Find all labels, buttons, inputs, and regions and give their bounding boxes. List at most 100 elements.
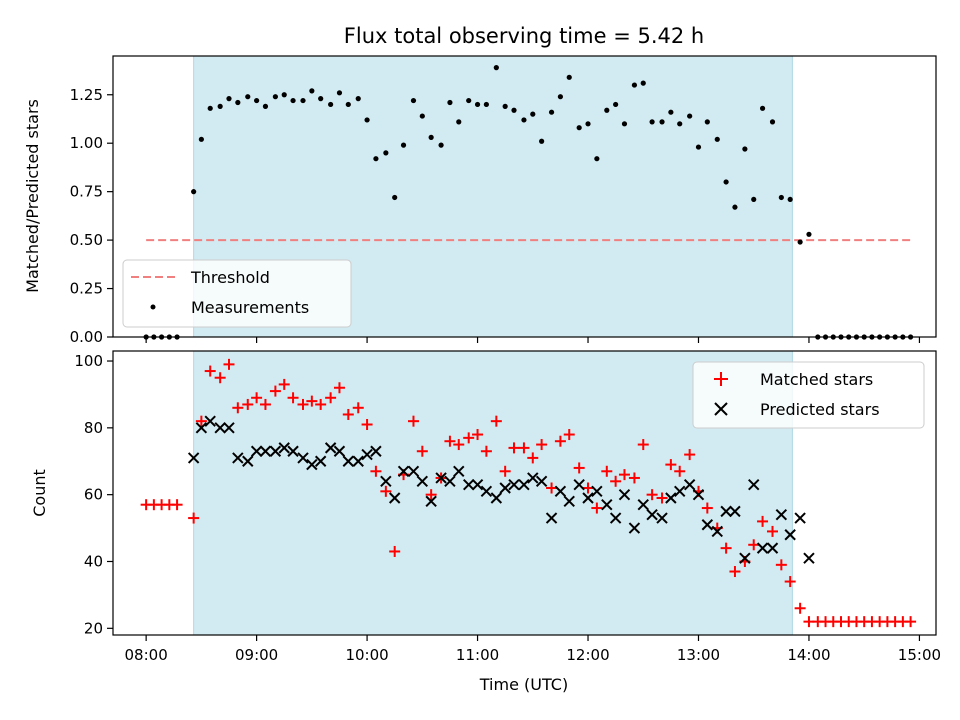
measurement-point: [530, 111, 536, 117]
matched-stars-point: [407, 415, 419, 427]
predicted-stars-point-b: [435, 472, 447, 484]
matched-stars-point: [325, 392, 337, 404]
matched-stars-point: [444, 435, 456, 447]
count-y-axis-label: Count: [30, 469, 49, 517]
predicted-stars-point: [665, 492, 677, 504]
matched-stars-point: [315, 398, 327, 410]
measurement-point: [300, 97, 306, 104]
predicted-stars-point: [545, 512, 558, 524]
predicted-stars-point-b: [508, 478, 520, 491]
measurement-point: [428, 134, 434, 140]
count-panel: 20 40 60 80 100 08:00 09:00 10:00 11:00 12:00 13:…: [30, 350, 941, 694]
matched-stars-point: [665, 459, 677, 471]
ratio-y-tick-label: 0.25: [70, 280, 103, 298]
measurement-point: [198, 136, 204, 142]
predicted-stars-point-b: [775, 509, 788, 521]
matched-stars-point: [416, 445, 428, 457]
count-y-tick-label: 20: [84, 619, 103, 637]
predicted-stars-point: [637, 498, 649, 511]
x-tick-label: 09:00: [235, 646, 278, 664]
predicted-stars-point-b: [242, 455, 254, 467]
measurement-point: [649, 119, 655, 125]
measurement-point: [659, 119, 665, 125]
predicted-stars-point-b: [342, 455, 355, 467]
matched-stars-point: [582, 482, 594, 494]
predicted-stars-point-b: [527, 472, 539, 484]
matched-stars-point: [370, 465, 382, 477]
predicted-stars-point-b: [784, 529, 796, 541]
predicted-stars-point-b: [518, 478, 530, 491]
count-panel-frame: [112, 350, 937, 636]
predicted-stars-point-b: [656, 512, 668, 524]
predicted-stars-point: [803, 552, 815, 564]
matched-stars-point: [905, 616, 917, 628]
predicted-stars-point: [499, 482, 511, 494]
measurement-point: [474, 101, 481, 108]
predicted-stars-point-b: [711, 525, 723, 538]
predicted-stars-point: [242, 455, 254, 467]
measurement-point: [704, 119, 710, 125]
measurement-point: [383, 150, 389, 156]
measurement-point: [191, 189, 197, 195]
measurement-point: [723, 179, 729, 185]
matched-stars-point: [518, 442, 530, 454]
measurement-point: [687, 113, 693, 119]
predicted-stars-point-b: [480, 485, 493, 498]
predicted-stars-point: [324, 442, 337, 454]
predicted-stars-point-b: [637, 498, 649, 511]
predicted-stars-point-b: [425, 495, 437, 508]
matched-stars-point: [297, 398, 309, 410]
ratio-y-tick-label: 1.25: [70, 86, 103, 104]
predicted-stars-point: [463, 478, 475, 491]
predicted-stars-point-b: [416, 475, 429, 488]
matched-stars-point: [591, 502, 603, 514]
count-y-tick-label: 60: [84, 486, 103, 504]
measurement-point: [392, 194, 398, 201]
measurement-point: [364, 117, 370, 123]
x-tick-label: 12:00: [566, 646, 609, 664]
predicted-stars-point: [729, 505, 741, 518]
predicted-stars-point-b: [380, 475, 392, 488]
predicted-stars-point: [711, 525, 723, 538]
matched-stars-point: [490, 415, 502, 427]
predicted-stars-point-b: [352, 455, 364, 467]
matched-stars-point: [333, 382, 345, 394]
predicted-stars-point: [259, 445, 272, 457]
measurement-point: [466, 97, 472, 104]
matched-stars-point: [259, 398, 271, 410]
matched-stars-point: [425, 489, 437, 501]
x-tick-label: 10:00: [345, 646, 388, 664]
predicted-stars-point-b: [794, 512, 806, 524]
matched-stars-point: [269, 385, 281, 397]
matched-stars-point: [287, 392, 299, 404]
matched-stars-point: [232, 402, 244, 414]
matched-stars-point: [472, 429, 484, 441]
predicted-stars-point-b: [223, 422, 235, 434]
measurements-legend-swatch: [150, 304, 156, 310]
predicted-stars-point: [784, 529, 796, 541]
measurement-point: [456, 119, 462, 125]
matched-stars-point: [784, 576, 796, 588]
matched-stars-point: [188, 512, 200, 524]
predicted-stars-point-b: [701, 519, 714, 531]
measurement-point: [732, 204, 738, 210]
matched-stars-point: [628, 472, 640, 484]
measurement-point: [318, 96, 324, 102]
matched-stars-point: [380, 485, 392, 497]
predicted-stars-point: [508, 478, 520, 491]
matched-stars-point: [278, 378, 290, 390]
predicted-stars-point: [527, 472, 539, 484]
measurement-point: [207, 105, 213, 111]
measurement-point: [345, 101, 351, 108]
predicted-stars-point: [535, 475, 548, 488]
matched-stars-point: [563, 429, 575, 441]
measurement-point: [217, 103, 223, 109]
measurement-point: [778, 194, 784, 201]
measurement-point: [742, 146, 748, 152]
predicted-stars-point-b: [674, 485, 686, 498]
predicted-stars-point-b: [388, 492, 401, 504]
ratio-panel: 0.00 0.25 0.50 0.75 1.00 1.25 Matched/Predict…: [23, 55, 937, 346]
measurement-point: [511, 107, 517, 113]
measurement-point: [400, 142, 407, 148]
measurement-point: [759, 105, 766, 111]
